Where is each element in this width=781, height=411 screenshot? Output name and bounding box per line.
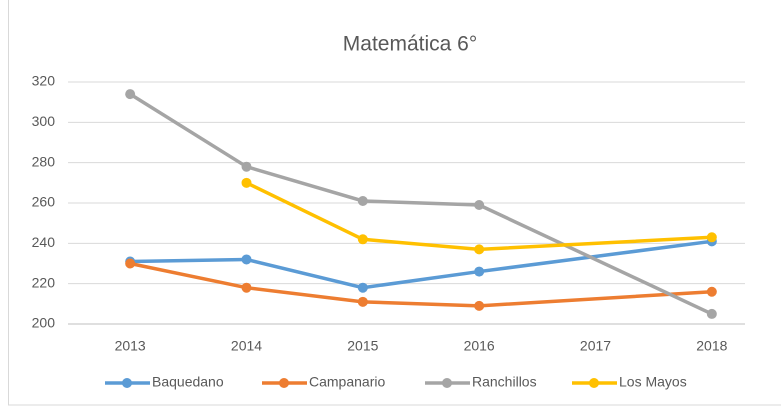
legend-label: Baquedano [152, 374, 224, 390]
point [474, 267, 484, 277]
series-line [130, 264, 712, 306]
y-tick-label: 200 [32, 315, 56, 331]
point [474, 301, 484, 311]
y-tick-label: 280 [32, 153, 56, 169]
legend-label: Los Mayos [619, 374, 687, 390]
point [242, 283, 252, 293]
point [125, 89, 135, 99]
legend-label: Campanario [309, 374, 385, 390]
y-tick-label: 240 [32, 234, 56, 250]
point [358, 297, 368, 307]
legend-marker [589, 378, 599, 388]
series-line [247, 183, 712, 250]
x-tick-label: 2014 [231, 338, 262, 354]
legend-marker [279, 378, 289, 388]
point [474, 244, 484, 254]
y-tick-label: 260 [32, 194, 56, 210]
point [474, 200, 484, 210]
point [242, 254, 252, 264]
x-tick-label: 2018 [696, 338, 727, 354]
point [358, 196, 368, 206]
y-tick-label: 220 [32, 274, 56, 290]
y-tick-label: 300 [32, 113, 56, 129]
point [242, 162, 252, 172]
y-tick-label: 320 [32, 73, 56, 89]
x-tick-label: 2013 [115, 338, 146, 354]
point [358, 283, 368, 293]
point [707, 232, 717, 242]
legend-marker [442, 378, 452, 388]
x-tick-label: 2015 [347, 338, 378, 354]
point [358, 234, 368, 244]
legend-marker [122, 378, 132, 388]
point [125, 259, 135, 269]
point [707, 287, 717, 297]
x-tick-label: 2017 [580, 338, 611, 354]
legend-label: Ranchillos [472, 374, 537, 390]
point [707, 309, 717, 319]
x-tick-label: 2016 [464, 338, 495, 354]
point [242, 178, 252, 188]
chart-title: Matemática 6° [343, 33, 477, 56]
